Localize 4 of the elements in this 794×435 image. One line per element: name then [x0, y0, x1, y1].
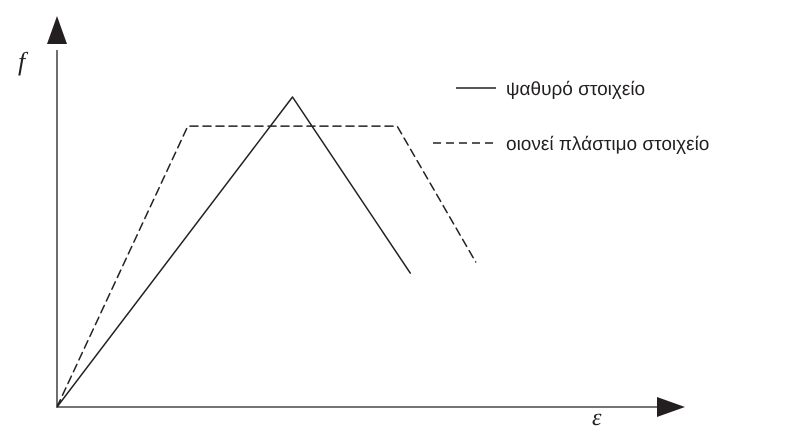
- x-axis-title: ε: [592, 405, 602, 431]
- legend-label: οιονεί πλάστιμο στοιχείο: [506, 134, 710, 155]
- y-axis-title: f: [18, 47, 29, 76]
- legend-label: ψαθυρό στοιχείο: [506, 79, 646, 100]
